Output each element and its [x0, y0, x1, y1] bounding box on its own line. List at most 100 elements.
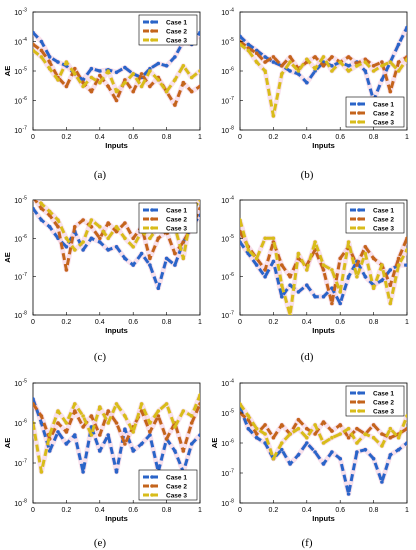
x-tick-label: 1 — [198, 507, 202, 514]
data-point-case-2 — [56, 421, 60, 425]
x-axis-title: Inputs — [105, 141, 128, 150]
data-point-case-3 — [346, 240, 351, 244]
y-tick-label: 10 — [221, 40, 229, 47]
data-point-case-2 — [73, 66, 77, 71]
legend: Case 1 Case 2 Case 3 — [138, 469, 198, 501]
data-point-case-2 — [173, 103, 177, 107]
data-point-case-3 — [288, 432, 292, 436]
data-point-case-1 — [148, 263, 152, 267]
y-tick-label: 10 — [221, 275, 229, 282]
data-point-case-3 — [371, 69, 376, 73]
data-point-case-2 — [81, 425, 85, 429]
data-point-case-3 — [47, 66, 52, 71]
y-tick-exponent: -3 — [23, 8, 28, 14]
data-point-case-2 — [189, 421, 194, 425]
x-tick-label: 0.4 — [302, 319, 312, 326]
y-tick-label: 10 — [221, 198, 229, 205]
y-tick-exponent: -5 — [230, 37, 235, 43]
y-tick-exponent: -7 — [23, 272, 28, 278]
panel-label: (d) — [301, 351, 314, 363]
y-tick-label: 10 — [14, 313, 22, 320]
data-point-case-2 — [131, 89, 135, 94]
data-point-case-1 — [33, 30, 35, 35]
data-point-case-2 — [263, 60, 267, 64]
data-point-case-1 — [123, 65, 127, 70]
data-point-case-2 — [139, 72, 144, 76]
data-point-case-3 — [388, 426, 393, 431]
data-point-case-2 — [123, 442, 127, 446]
data-point-case-2 — [355, 263, 359, 267]
data-point-case-3 — [346, 69, 351, 73]
legend-label-case-3: Case 3 — [373, 408, 394, 415]
data-point-case-2 — [64, 430, 69, 434]
plot-area — [240, 218, 407, 315]
data-point-case-3 — [280, 72, 284, 76]
data-point-case-1 — [39, 421, 44, 425]
data-point-case-1 — [33, 206, 35, 211]
data-point-case-2 — [240, 229, 242, 234]
data-point-case-3 — [321, 263, 326, 267]
data-point-case-2 — [114, 421, 119, 425]
data-point-case-1 — [106, 248, 110, 252]
data-point-case-3 — [296, 251, 301, 256]
y-tick-label: 10 — [14, 501, 22, 508]
data-point-case-2 — [355, 426, 359, 431]
data-point-case-3 — [131, 245, 135, 249]
data-point-case-1 — [330, 64, 334, 68]
data-point-case-3 — [321, 55, 326, 59]
x-axis-title: Inputs — [105, 326, 128, 335]
x-tick-label: 0.8 — [162, 319, 172, 326]
data-point-case-3 — [396, 435, 401, 440]
data-point-case-3 — [330, 268, 334, 272]
y-tick-label: 10 — [14, 381, 22, 388]
data-point-case-1 — [271, 259, 276, 264]
data-point-case-2 — [123, 78, 127, 82]
data-point-case-3 — [39, 201, 44, 206]
data-point-case-3 — [114, 225, 119, 229]
data-point-case-1 — [123, 256, 127, 261]
data-point-case-1 — [89, 66, 94, 71]
x-tick-label: 0.2 — [62, 507, 72, 514]
data-point-case-1 — [305, 283, 309, 288]
legend-label-case-1: Case 1 — [166, 474, 187, 481]
data-point-case-3 — [123, 236, 127, 241]
data-point-case-3 — [73, 72, 77, 76]
legend-marker-case-3 — [357, 120, 361, 124]
data-point-case-2 — [56, 225, 60, 229]
data-point-case-1 — [164, 256, 169, 261]
y-tick-label: 10 — [221, 471, 229, 478]
legend: Case 1 Case 2 Case 3 — [138, 14, 198, 46]
data-point-case-2 — [106, 409, 110, 413]
y-tick-exponent: -6 — [230, 439, 235, 445]
data-point-case-3 — [405, 248, 407, 252]
data-point-case-3 — [313, 423, 317, 427]
data-point-case-3 — [114, 402, 119, 406]
x-tick-label: 0.2 — [62, 319, 72, 326]
data-point-case-2 — [89, 414, 94, 418]
data-point-case-1 — [106, 433, 110, 437]
data-point-case-1 — [263, 55, 267, 59]
x-tick-label: 0 — [31, 507, 35, 514]
data-point-case-3 — [156, 78, 161, 82]
data-point-case-2 — [198, 84, 200, 89]
data-point-case-1 — [371, 456, 376, 461]
legend-marker-case-1 — [150, 475, 154, 479]
y-tick-label: 10 — [221, 313, 229, 320]
data-point-case-2 — [148, 256, 152, 261]
x-tick-label: 0.4 — [95, 319, 105, 326]
data-point-case-1 — [164, 64, 169, 68]
panel-label: (f) — [302, 537, 313, 549]
data-point-case-2 — [263, 268, 267, 272]
data-point-case-2 — [380, 60, 384, 64]
data-point-case-1 — [123, 427, 127, 432]
data-point-case-2 — [39, 48, 44, 53]
data-point-case-3 — [388, 301, 393, 306]
legend-marker-case-2 — [357, 400, 361, 404]
data-point-case-1 — [173, 55, 177, 59]
y-tick-label: 10 — [221, 411, 229, 418]
data-point-case-2 — [396, 60, 401, 64]
x-tick-label: 0.4 — [302, 507, 312, 514]
data-point-case-2 — [198, 402, 200, 406]
x-tick-label: 1 — [405, 319, 409, 326]
